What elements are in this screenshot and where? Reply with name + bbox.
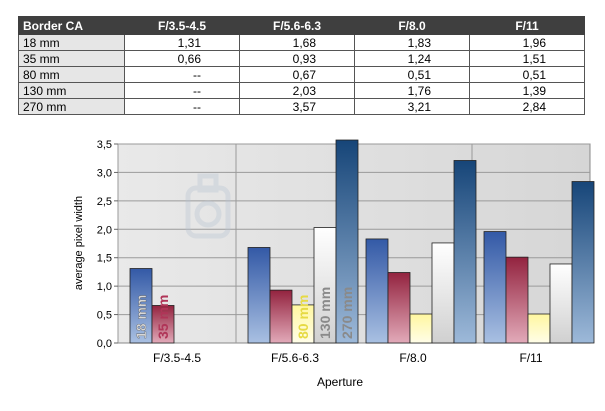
y-tick-label: 3,0: [97, 167, 112, 179]
bar: [431, 242, 455, 344]
table-cell: 2,03: [239, 82, 355, 99]
y-tick-label: 2,5: [97, 196, 112, 208]
table-cell: 3,21: [354, 98, 470, 115]
table-row: 130 mm -- 2,03 1,76 1,39: [18, 82, 585, 99]
x-tick-label: F/3.5-4.5: [153, 351, 201, 365]
column-header: F/3.5-4.5: [124, 16, 240, 35]
table-cell: 3,57: [239, 98, 355, 115]
row-label: 130 mm: [18, 82, 125, 99]
table-cell: 1,83: [354, 34, 470, 51]
bar: [453, 160, 477, 344]
table-cell: 1,31: [124, 34, 240, 51]
bar: [269, 289, 293, 344]
table-cell: --: [124, 98, 240, 115]
series-labels: 18 mm 35 mm 80 mm 130 mm 270 mm: [133, 287, 355, 339]
x-tick-label: F/11: [519, 351, 542, 365]
row-label: 35 mm: [18, 50, 125, 67]
y-tick-label: 1,5: [97, 253, 112, 265]
y-tick-label: 0,5: [97, 310, 112, 322]
row-label: 80 mm: [18, 66, 125, 83]
x-tick-label: F/8.0: [399, 351, 427, 365]
bar: [335, 139, 359, 344]
border-ca-table: Border CA F/3.5-4.5 F/5.6-6.3 F/8.0 F/11…: [18, 16, 585, 115]
table-cell: 2,84: [469, 98, 585, 115]
table-row: 80 mm -- 0,67 0,51 0,51: [18, 66, 585, 83]
y-tick-label: 0,0: [97, 338, 112, 350]
y-axis-ticks: 0,0 0,5 1,0 1,5 2,0 2,5 3,0 3,5: [97, 139, 118, 350]
bar: [505, 256, 529, 344]
bar: [549, 263, 573, 344]
y-axis-label: average pixel width: [73, 196, 85, 290]
bar: [483, 231, 507, 344]
bar: [151, 305, 175, 344]
table-cell: 0,93: [239, 50, 355, 67]
x-axis-label: Aperture: [317, 375, 363, 389]
x-tick-label: F/5.6-6.3: [271, 351, 319, 365]
row-label: 270 mm: [18, 98, 125, 115]
table-row: 270 mm -- 3,57 3,21 2,84: [18, 98, 585, 115]
row-label: 18 mm: [18, 34, 125, 51]
table-cell: 1,76: [354, 82, 470, 99]
bars: [129, 139, 595, 344]
table-row: 35 mm 0,66 0,93 1,24 1,51: [18, 50, 585, 67]
column-header: F/5.6-6.3: [239, 16, 355, 35]
bar: [387, 272, 411, 344]
table-cell: --: [124, 66, 240, 83]
table-cell: 1,51: [469, 50, 585, 67]
series-label: 35 mm: [155, 295, 171, 339]
y-tick-label: 2,0: [97, 224, 112, 236]
series-label: 18 mm: [133, 295, 149, 339]
series-label: 130 mm: [317, 287, 333, 339]
x-axis-ticks: F/3.5-4.5 F/5.6-6.3 F/8.0 F/11: [153, 351, 543, 365]
y-tick-label: 1,0: [97, 281, 112, 293]
series-label: 270 mm: [339, 287, 355, 339]
bar: [571, 181, 595, 344]
column-header: Border CA: [18, 16, 125, 35]
table-cell: 1,39: [469, 82, 585, 99]
photozone-watermark: [185, 173, 231, 239]
bar: [247, 247, 271, 344]
bar: [409, 313, 433, 344]
y-tick-label: 3,5: [97, 139, 112, 151]
table-cell: 1,24: [354, 50, 470, 67]
series-label: 80 mm: [295, 295, 311, 339]
bar: [365, 238, 389, 344]
bar: [527, 313, 551, 344]
column-header: F/11: [469, 16, 585, 35]
table-header-row: Border CA F/3.5-4.5 F/5.6-6.3 F/8.0 F/11: [18, 16, 585, 35]
